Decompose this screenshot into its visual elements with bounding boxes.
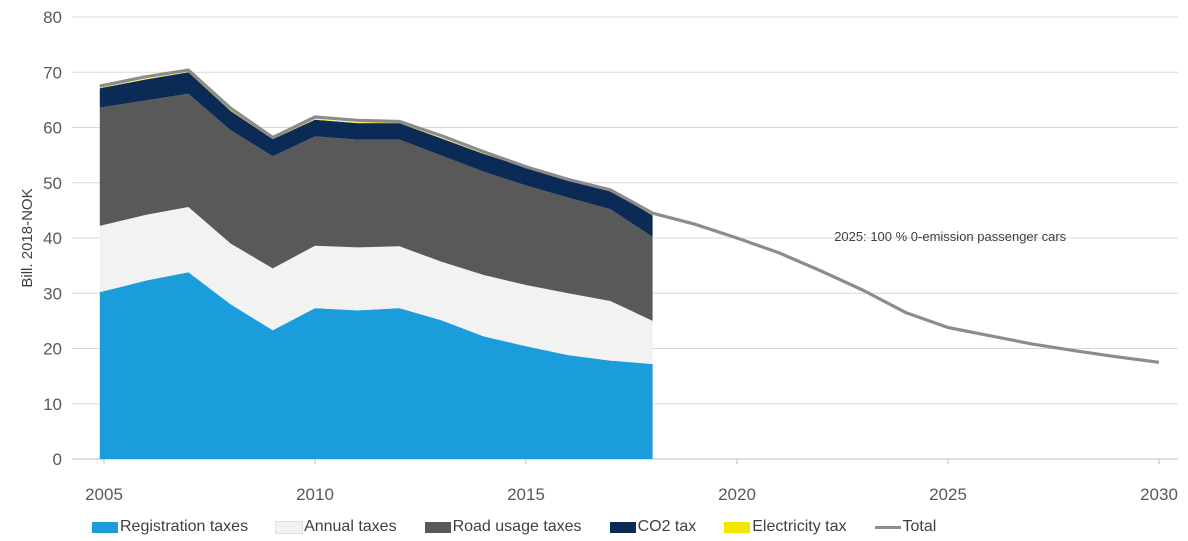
y-tick-label: 80 [43,8,62,27]
x-tick-label: 2020 [718,485,756,504]
y-axis-label: Bill. 2018-NOK [19,188,36,287]
area-registration-taxes [99,272,653,459]
y-tick-label: 50 [43,174,62,193]
legend-label-electricity-tax: Electricity tax [752,518,847,535]
x-tick-label: 2025 [929,485,967,504]
y-tick-label: 20 [43,340,62,359]
legend: Registration taxes Annual taxes Road usa… [92,516,964,538]
legend-label-total: Total [902,518,937,535]
legend-swatch-registration-taxes [92,521,118,533]
legend-swatch-road-usage-taxes [424,521,451,533]
legend-swatch-total [874,525,901,529]
x-tick-label: 2030 [1140,485,1178,504]
stacked-areas [99,71,653,459]
legend-swatch-annual-taxes [275,520,304,534]
y-tick-label: 30 [43,284,62,303]
legend-item-road-usage-taxes: Road usage taxes [424,518,582,536]
area-annual-taxes [99,207,653,364]
y-tick-label: 10 [43,395,62,414]
area-co2-tax [99,72,653,237]
annotation-text: 2025: 100 % 0-emission passenger cars [834,229,1066,244]
total-line [99,68,1160,364]
legend-swatch-electricity-tax [724,521,751,533]
legend-label-registration-taxes: Registration taxes [120,518,249,535]
total-line-group [99,68,1160,364]
y-tick-label: 0 [53,450,62,469]
legend-item-total: Total [874,518,937,536]
legend-label-co2-tax: CO2 tax [637,518,697,535]
y-tick-label: 60 [43,119,62,138]
area-road-usage-taxes [99,93,653,321]
x-tick-label: 2005 [85,485,123,504]
y-tick-label: 70 [43,63,62,82]
x-tick-label: 2015 [507,485,545,504]
legend-swatch-co2-tax [609,521,636,533]
legend-label-annual-taxes: Annual taxes [304,518,397,535]
x-tick-label: 2010 [296,485,334,504]
legend-item-co2-tax: CO2 tax [609,518,697,536]
legend-item-annual-taxes: Annual taxes [275,518,397,536]
legend-label-road-usage-taxes: Road usage taxes [452,518,582,535]
y-tick-label: 40 [43,229,62,248]
legend-item-registration-taxes: Registration taxes [92,518,248,536]
legend-item-electricity-tax: Electricity tax [724,518,847,536]
